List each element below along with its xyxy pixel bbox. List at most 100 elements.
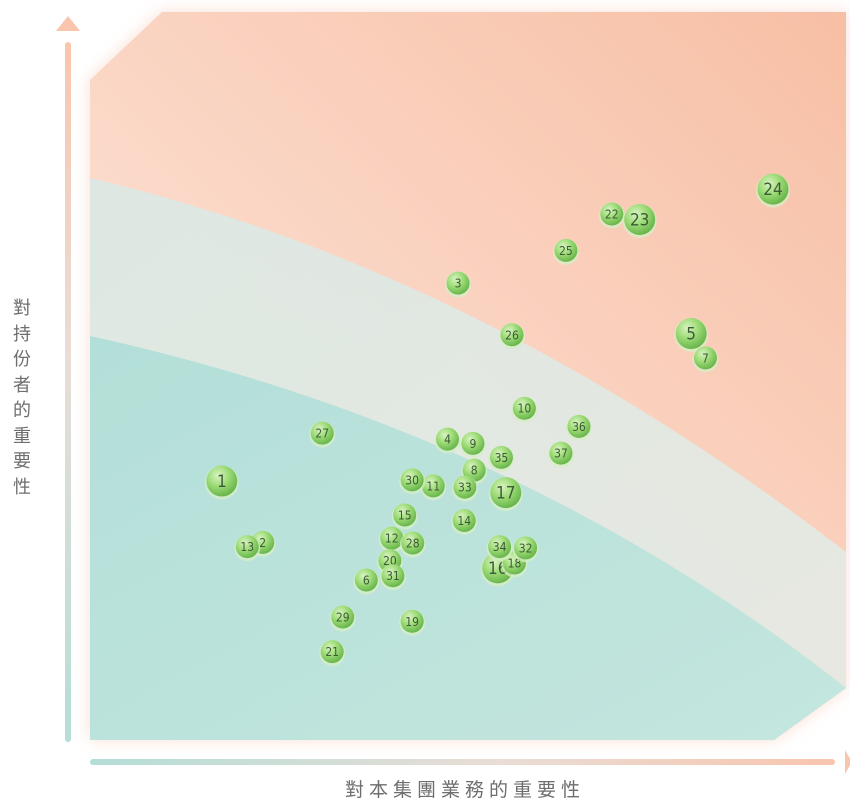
data-point-marker bbox=[235, 535, 259, 559]
data-point-label: 3 bbox=[455, 277, 462, 291]
data-point-marker bbox=[320, 640, 344, 664]
data-point-30: 30 bbox=[399, 468, 426, 495]
data-point-label: 23 bbox=[630, 210, 649, 230]
data-point-label: 7 bbox=[702, 351, 709, 365]
data-point-label: 31 bbox=[386, 569, 400, 583]
data-point-marker bbox=[549, 441, 573, 465]
data-point-label: 21 bbox=[325, 645, 339, 659]
data-point-marker bbox=[446, 271, 470, 295]
data-point-19: 19 bbox=[399, 609, 426, 636]
data-point-21: 21 bbox=[319, 640, 346, 667]
y-axis-label-char: 要 bbox=[13, 451, 31, 472]
data-point-marker bbox=[461, 431, 485, 455]
data-point-label: 24 bbox=[763, 180, 782, 200]
data-point-label: 9 bbox=[469, 437, 476, 451]
y-axis-label-char: 性 bbox=[13, 476, 31, 498]
data-point-17: 17 bbox=[488, 477, 523, 512]
data-point-marker bbox=[331, 605, 355, 629]
data-point-marker bbox=[354, 568, 378, 592]
data-point-marker bbox=[381, 564, 405, 588]
data-point-label: 30 bbox=[405, 473, 419, 487]
data-point-marker bbox=[693, 346, 717, 370]
data-point-label: 35 bbox=[495, 451, 509, 465]
data-point-label: 5 bbox=[686, 325, 696, 345]
data-point-1: 1 bbox=[204, 465, 239, 500]
data-point-37: 37 bbox=[547, 441, 574, 468]
data-point-marker bbox=[421, 474, 445, 498]
data-point-label: 36 bbox=[572, 420, 586, 434]
data-point-23: 23 bbox=[622, 203, 657, 238]
data-point-32: 32 bbox=[512, 536, 539, 563]
data-point-marker bbox=[400, 468, 424, 492]
data-point-marker bbox=[401, 531, 425, 555]
data-point-label: 29 bbox=[336, 611, 350, 625]
data-point-11: 11 bbox=[420, 474, 447, 501]
y-axis-label-char: 對 bbox=[13, 298, 31, 319]
data-point-label: 28 bbox=[406, 536, 420, 550]
data-point-marker bbox=[514, 536, 538, 560]
data-point-28: 28 bbox=[399, 531, 426, 558]
data-point-label: 6 bbox=[363, 573, 370, 587]
y-axis-label-char: 重 bbox=[13, 425, 31, 447]
data-point-12: 12 bbox=[378, 526, 405, 553]
data-point-marker bbox=[757, 173, 789, 205]
data-point-marker bbox=[380, 526, 404, 550]
x-axis bbox=[90, 750, 850, 774]
data-point-35: 35 bbox=[488, 445, 515, 472]
data-point-label: 15 bbox=[398, 509, 412, 523]
data-point-label: 1 bbox=[217, 472, 227, 492]
data-point-label: 22 bbox=[605, 207, 619, 221]
data-point-marker bbox=[512, 396, 536, 420]
data-point-marker bbox=[452, 509, 476, 533]
data-point-marker bbox=[453, 475, 477, 499]
data-point-marker bbox=[462, 458, 486, 482]
data-point-label: 37 bbox=[554, 447, 568, 461]
data-point-3: 3 bbox=[445, 271, 472, 298]
data-point-34: 34 bbox=[486, 535, 513, 562]
data-point-label: 8 bbox=[471, 464, 478, 478]
data-point-label: 26 bbox=[505, 328, 519, 342]
data-point-marker bbox=[500, 323, 524, 347]
data-point-9: 9 bbox=[459, 431, 486, 458]
data-point-15: 15 bbox=[391, 503, 418, 530]
x-axis-label: 對本集團業務的重要性 bbox=[344, 779, 585, 801]
data-point-4: 4 bbox=[434, 427, 461, 454]
data-point-10: 10 bbox=[511, 396, 538, 423]
y-axis-label-char: 份 bbox=[13, 349, 31, 370]
data-point-label: 13 bbox=[240, 540, 254, 554]
data-point-22: 22 bbox=[598, 202, 625, 229]
data-point-marker bbox=[489, 445, 513, 469]
data-point-label: 2 bbox=[259, 536, 266, 550]
zone-low bbox=[90, 336, 846, 740]
data-point-marker bbox=[400, 609, 424, 633]
data-point-24: 24 bbox=[756, 173, 790, 208]
data-point-26: 26 bbox=[498, 323, 525, 350]
data-point-label: 10 bbox=[518, 402, 532, 416]
data-point-33: 33 bbox=[451, 475, 478, 502]
data-point-13: 13 bbox=[234, 535, 261, 562]
data-point-label: 18 bbox=[508, 557, 522, 571]
data-point-label: 34 bbox=[493, 540, 507, 554]
data-point-marker bbox=[436, 427, 459, 451]
data-point-label: 14 bbox=[457, 514, 471, 528]
data-point-label: 32 bbox=[519, 541, 533, 555]
data-point-14: 14 bbox=[451, 509, 478, 536]
data-point-label: 33 bbox=[458, 481, 472, 495]
data-point-marker bbox=[675, 318, 707, 350]
data-point-label: 4 bbox=[444, 433, 451, 447]
data-point-label: 25 bbox=[559, 244, 573, 258]
data-point-marker bbox=[554, 238, 578, 262]
data-point-marker bbox=[490, 477, 522, 509]
data-point-label: 12 bbox=[385, 532, 399, 546]
data-point-31: 31 bbox=[379, 564, 406, 591]
data-point-marker bbox=[488, 535, 512, 559]
data-point-marker bbox=[393, 503, 417, 527]
data-point-marker bbox=[624, 203, 656, 235]
data-point-27: 27 bbox=[309, 421, 336, 448]
data-point-label: 11 bbox=[426, 479, 440, 493]
y-axis bbox=[56, 16, 80, 742]
data-point-marker bbox=[310, 421, 334, 445]
y-axis-label: 對持份者的重要性 bbox=[10, 296, 34, 500]
y-axis-label-char: 的 bbox=[13, 400, 31, 421]
data-point-marker bbox=[600, 202, 624, 226]
